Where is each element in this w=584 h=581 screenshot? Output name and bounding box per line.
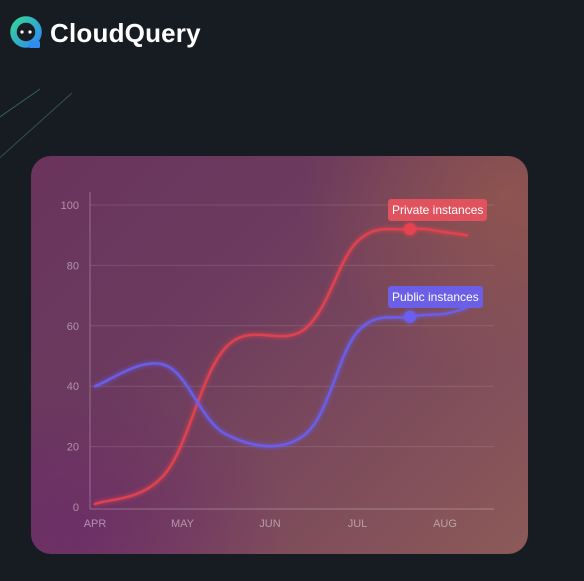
- x-tick-label-jul: JUL: [348, 518, 368, 530]
- public-instances-label: Public instances: [388, 286, 483, 308]
- y-tick-label-40: 40: [67, 381, 79, 393]
- private-instances-point: [404, 223, 416, 236]
- private-instances-label: Private instances: [388, 199, 488, 221]
- public-instances-point: [404, 310, 416, 323]
- x-tick-label-may: MAY: [171, 518, 195, 530]
- chart-card: 0 20 40 60 80 100 APR MAY JUN JUL AUG Private ins…: [31, 156, 528, 554]
- public-instances-line: [93, 306, 469, 448]
- x-tick-label-jun: JUN: [259, 518, 280, 530]
- cloudquery-logo-icon: [10, 16, 42, 48]
- x-tick-label-aug: AUG: [433, 518, 457, 530]
- y-tick-label-60: 60: [67, 321, 79, 333]
- y-tick-label-20: 20: [67, 442, 79, 454]
- grid: [90, 204, 494, 448]
- line-chart: 0 20 40 60 80 100 APR MAY JUN JUL AUG: [61, 192, 494, 530]
- x-tick-labels: APR MAY JUN JUL AUG: [84, 518, 457, 530]
- brand-logo[interactable]: CloudQuery: [8, 13, 201, 53]
- series: [93, 227, 469, 506]
- y-tick-label-0: 0: [73, 502, 79, 514]
- axes: [89, 192, 494, 510]
- brand-name: CloudQuery: [50, 18, 201, 48]
- decorative-lines: [0, 88, 73, 159]
- x-tick-label-apr: APR: [84, 518, 107, 530]
- y-tick-label-100: 100: [61, 200, 79, 212]
- markers: [404, 223, 416, 323]
- private-instances-line: [93, 227, 469, 506]
- y-tick-label-80: 80: [67, 260, 79, 272]
- y-tick-labels: 0 20 40 60 80 100: [61, 200, 79, 514]
